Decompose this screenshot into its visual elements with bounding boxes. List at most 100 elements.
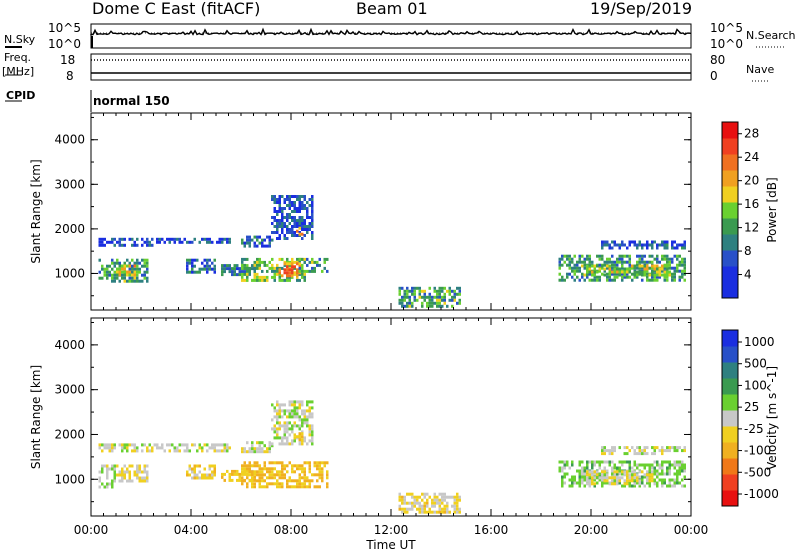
data-cell: [651, 446, 654, 450]
data-cell: [638, 254, 641, 258]
data-cell: [641, 246, 644, 250]
data-cell: [608, 257, 611, 261]
data-cell: [288, 231, 291, 234]
data-cell: [308, 406, 311, 410]
data-cell: [193, 258, 196, 262]
data-cell: [598, 478, 601, 482]
data-cell: [676, 472, 679, 476]
data-cell: [323, 257, 326, 261]
data-cell: [281, 439, 284, 443]
data-cell: [123, 443, 126, 447]
data-cell: [621, 254, 624, 258]
data-cell: [293, 479, 296, 483]
data-cell: [563, 475, 566, 479]
data-cell: [641, 273, 644, 277]
data-cell: [191, 258, 194, 262]
data-cell: [596, 264, 599, 268]
data-cell: [283, 476, 286, 480]
data-cell: [298, 435, 301, 439]
data-cell: [273, 406, 276, 410]
data-cell: [303, 461, 306, 465]
data-cell: [618, 260, 621, 264]
colorbar-swatch: [722, 410, 738, 427]
data-cell: [458, 301, 461, 305]
data-cell: [436, 298, 439, 302]
data-cell: [286, 485, 289, 489]
data-cell: [131, 279, 134, 283]
data-cell: [651, 260, 654, 264]
data-cell: [103, 273, 106, 277]
data-cell: [676, 460, 679, 464]
data-cell: [428, 298, 431, 302]
data-cell: [291, 442, 294, 446]
data-cell: [251, 470, 254, 474]
data-cell: [136, 261, 139, 265]
data-cell: [603, 476, 606, 480]
data-cell: [453, 295, 456, 299]
data-cell: [636, 275, 639, 279]
data-cell: [281, 464, 284, 468]
data-cell: [263, 485, 266, 489]
data-cell: [453, 510, 456, 514]
data-cell: [251, 441, 254, 445]
data-cell: [561, 478, 564, 482]
data-cell: [253, 263, 256, 267]
data-cell: [631, 264, 634, 268]
data-cell: [141, 443, 144, 447]
data-cell: [278, 237, 281, 240]
data-cell: [408, 289, 411, 293]
data-cell: [653, 460, 656, 464]
data-cell: [321, 476, 324, 480]
data-cell: [438, 492, 441, 496]
colorbar-tick-label: -500: [744, 465, 771, 479]
data-cell: [283, 263, 286, 267]
data-cell: [126, 258, 129, 262]
data-cell: [436, 292, 439, 296]
data-cell: [283, 237, 286, 240]
data-cell: [301, 275, 304, 279]
data-cell: [658, 267, 661, 271]
data-cell: [241, 260, 244, 264]
data-cell: [288, 195, 291, 198]
data-cell: [306, 461, 309, 465]
data-cell: [611, 272, 614, 276]
data-cell: [306, 476, 309, 480]
data-cell: [141, 470, 144, 474]
data-cell: [581, 254, 584, 258]
data-cell: [121, 273, 124, 277]
data-cell: [451, 295, 454, 299]
data-cell: [111, 467, 114, 471]
data-cell: [133, 470, 136, 474]
data-cell: [246, 450, 249, 454]
data-cell: [451, 504, 454, 508]
data-cell: [213, 258, 216, 262]
data-cell: [101, 264, 104, 268]
data-cell: [168, 240, 171, 244]
data-cell: [301, 400, 304, 404]
data-cell: [628, 476, 631, 480]
data-cell: [601, 460, 604, 464]
data-cell: [301, 225, 304, 228]
data-cell: [258, 450, 261, 454]
data-cell: [593, 472, 596, 476]
data-cell: [183, 237, 186, 241]
data-cell: [646, 275, 649, 279]
data-cell: [601, 476, 604, 480]
data-cell: [606, 264, 609, 268]
data-cell: [246, 464, 249, 468]
data-cell: [143, 470, 146, 474]
data-cell: [286, 415, 289, 419]
data-cell: [668, 478, 671, 482]
data-cell: [621, 463, 624, 467]
data-cell: [676, 469, 679, 473]
data-cell: [136, 473, 139, 477]
data-cell: [98, 270, 101, 274]
data-cell: [256, 244, 259, 248]
data-cell: [423, 495, 426, 499]
data-cell: [421, 289, 424, 293]
data-cell: [253, 278, 256, 282]
data-cell: [683, 263, 686, 267]
data-cell: [668, 270, 671, 274]
data-cell: [646, 446, 649, 450]
data-cell: [288, 433, 291, 437]
